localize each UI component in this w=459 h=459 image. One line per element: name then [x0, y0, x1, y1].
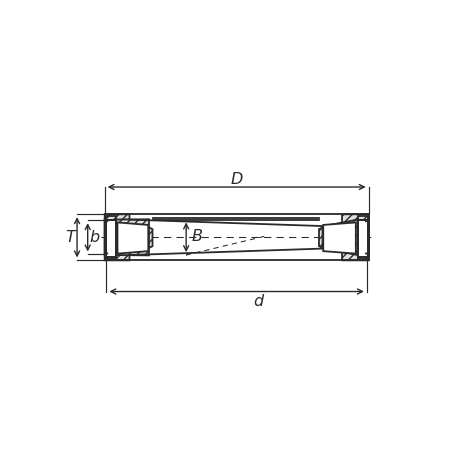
- Text: b: b: [89, 230, 99, 245]
- Polygon shape: [341, 215, 368, 261]
- Text: T: T: [65, 230, 75, 245]
- Polygon shape: [117, 223, 148, 254]
- Polygon shape: [322, 220, 357, 256]
- Polygon shape: [106, 257, 115, 259]
- Polygon shape: [105, 215, 129, 261]
- Polygon shape: [357, 257, 367, 259]
- Text: B: B: [191, 229, 202, 244]
- Polygon shape: [115, 220, 149, 256]
- Bar: [106, 220, 115, 257]
- Polygon shape: [318, 228, 322, 248]
- Polygon shape: [323, 223, 355, 254]
- Bar: [105, 215, 368, 261]
- Polygon shape: [357, 217, 367, 220]
- Polygon shape: [149, 228, 152, 248]
- Polygon shape: [106, 217, 115, 220]
- Text: D: D: [230, 172, 242, 187]
- Text: d: d: [252, 293, 263, 308]
- Bar: [357, 220, 367, 257]
